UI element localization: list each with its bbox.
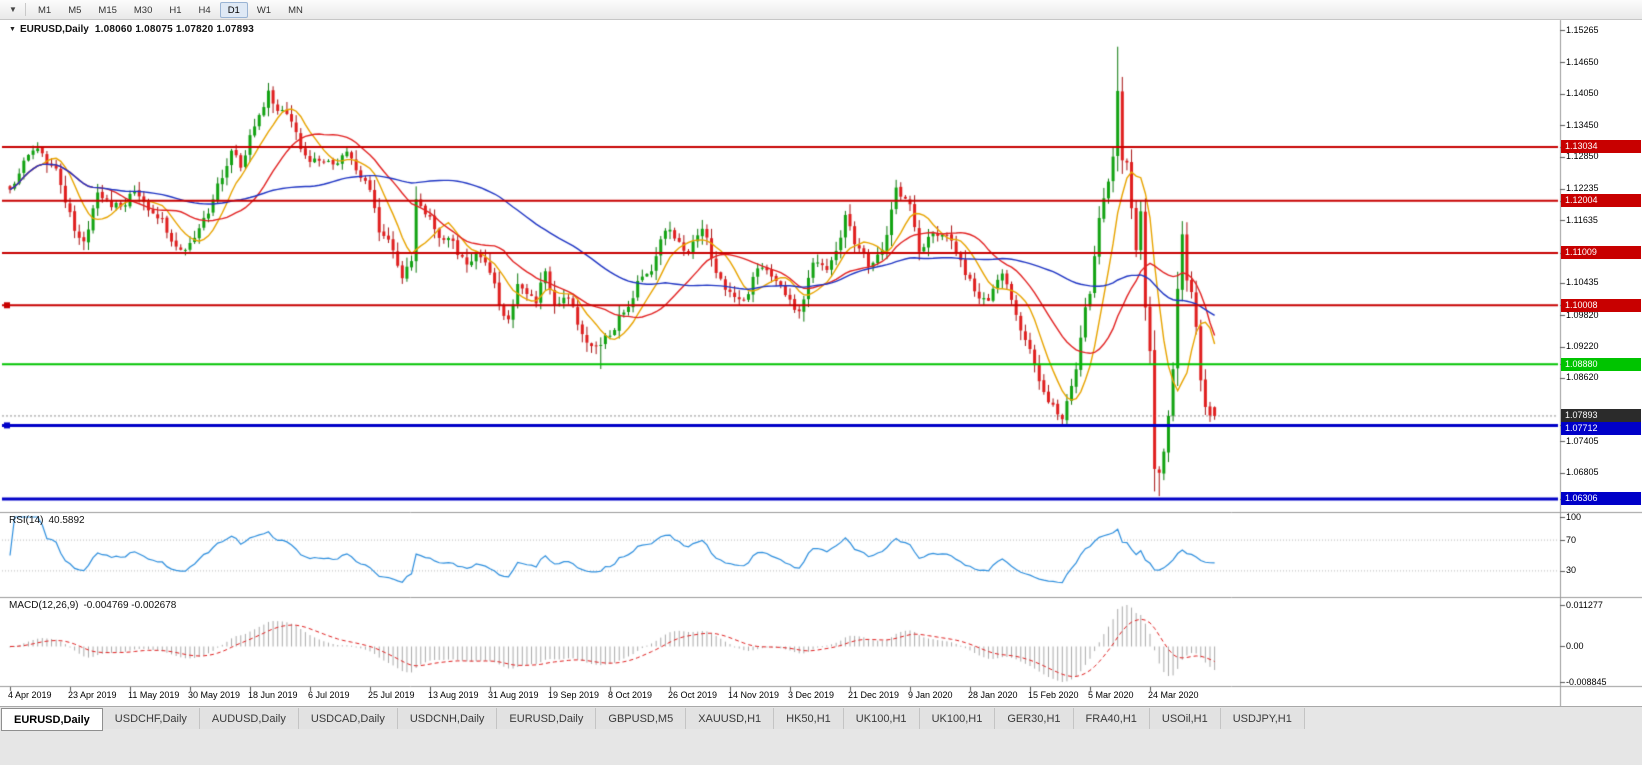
timeframe-toolbar: ▼ M1 M5 M15 M30 H1 H4 D1 W1 MN (0, 0, 1642, 20)
date-label: 6 Jul 2019 (308, 690, 350, 700)
date-label: 5 Mar 2020 (1088, 690, 1134, 700)
timeframe-button-m15[interactable]: M15 (98, 4, 117, 16)
chart-title: ▼ EURUSD,Daily 1.08060 1.08075 1.07820 1.0… (9, 24, 254, 35)
chart-tab-ger30-h1[interactable]: GER30,H1 (995, 708, 1074, 729)
chart-tab-xauusd-h1[interactable]: XAUUSD,H1 (686, 708, 775, 729)
timeframe-button-h1[interactable]: H1 (169, 4, 182, 16)
chart-tab-hk50-h1[interactable]: HK50,H1 (774, 708, 844, 729)
date-label: 9 Jan 2020 (908, 690, 953, 700)
price-tick: 1.06805 (1566, 467, 1599, 478)
timeframe-button-m5[interactable]: M5 (68, 4, 82, 16)
toolbar-separator (25, 3, 26, 16)
chart-tab-eurusd-daily[interactable]: EURUSD,Daily (497, 708, 597, 729)
rsi-axis-label: 70 (1566, 534, 1577, 545)
price-tick: 1.11635 (1566, 214, 1598, 225)
rsi-axis-label: 30 (1566, 565, 1577, 576)
timeframe-button-m30[interactable]: M30 (133, 4, 153, 16)
price-tick: 1.12235 (1566, 183, 1599, 194)
timeframe-buttons: M1 M5 M15 M30 H1 H4 D1 W1 MN (30, 1, 312, 18)
date-axis[interactable]: 4 Apr 2019 23 Apr 2019 11 May 2019 30 May 2… (0, 686, 1560, 706)
rsi-indicator-label: RSI(14) 40.5892 (9, 515, 85, 526)
price-level-badge: 1.11009 (1561, 246, 1641, 260)
price-chart-canvas[interactable] (0, 0, 1642, 706)
chart-tab-eurusd-daily[interactable]: EURUSD,Daily (1, 708, 103, 731)
macd-axis-label: 0.011277 (1566, 599, 1603, 610)
price-level-badge: 1.07712 (1561, 422, 1641, 436)
price-tick: 1.12850 (1566, 151, 1599, 162)
date-label: 18 Jun 2019 (248, 690, 298, 700)
chart-tab-uk100-h1[interactable]: UK100,H1 (843, 708, 920, 729)
date-label: 19 Sep 2019 (548, 690, 600, 700)
date-label: 8 Oct 2019 (608, 690, 653, 700)
macd-axis-label: 0.00 (1566, 640, 1584, 651)
chart-tab-usdchf-daily[interactable]: USDCHF,Daily (102, 708, 200, 729)
date-label: 30 May 2019 (188, 690, 241, 700)
timeframe-button-h4[interactable]: H4 (198, 4, 211, 16)
price-tick: 1.07405 (1566, 435, 1599, 446)
macd-indicator-label: MACD(12,26,9) -0.004769 -0.002678 (9, 600, 176, 611)
chart-dropdown-button[interactable]: ▼ (3, 2, 23, 18)
macd-values: -0.004769 -0.002678 (83, 600, 177, 611)
timeframe-button-m1[interactable]: M1 (38, 4, 52, 16)
date-label: 26 Oct 2019 (668, 690, 718, 700)
price-level-badge: 1.13034 (1561, 140, 1641, 154)
date-label: 24 Mar 2020 (1148, 690, 1199, 700)
chart-tab-uk100-h1[interactable]: UK100,H1 (919, 708, 996, 729)
date-label: 21 Dec 2019 (848, 690, 900, 700)
date-label: 25 Jul 2019 (368, 690, 415, 700)
chart-tab-usoil-h1[interactable]: USOil,H1 (1149, 708, 1221, 729)
price-level-badge: 1.12004 (1561, 194, 1641, 208)
rsi-axis-label: 100 (1566, 511, 1582, 522)
price-level-badge: 1.06306 (1561, 492, 1641, 506)
date-label: 3 Dec 2019 (788, 690, 835, 700)
date-label: 13 Aug 2019 (428, 690, 479, 700)
price-tick: 1.09820 (1566, 309, 1599, 320)
date-label: 31 Aug 2019 (488, 690, 539, 700)
chart-tab-gbpusd-m5[interactable]: GBPUSD,M5 (596, 708, 687, 729)
chevron-down-icon: ▼ (9, 5, 17, 14)
price-tick: 1.15265 (1566, 24, 1599, 35)
date-label: 23 Apr 2019 (68, 690, 117, 700)
chart-tab-usdcnh-daily[interactable]: USDCNH,Daily (397, 708, 498, 729)
status-strip (0, 732, 1642, 765)
date-label: 11 May 2019 (128, 690, 180, 700)
date-label: 14 Nov 2019 (728, 690, 780, 700)
macd-axis-label: -0.008845 (1566, 676, 1607, 687)
rsi-value: 40.5892 (48, 515, 85, 526)
macd-name: MACD(12,26,9) (9, 600, 79, 611)
price-tick: 1.09220 (1566, 341, 1599, 351)
rsi-name: RSI(14) (9, 515, 44, 526)
price-level-badge: 1.10008 (1561, 298, 1641, 312)
chart-tab-audusd-daily[interactable]: AUDUSD,Daily (199, 708, 299, 729)
date-label: 15 Feb 2020 (1028, 690, 1079, 700)
timeframe-button-mn[interactable]: MN (288, 4, 303, 16)
chart-tabs-bar: EURUSD,Daily USDCHF,Daily AUDUSD,Daily USDC… (0, 706, 1642, 732)
date-label: 4 Apr 2019 (8, 690, 52, 700)
bid-price-badge: 1.07893 (1561, 409, 1641, 423)
price-tick: 1.08620 (1566, 372, 1599, 383)
price-scale[interactable]: 1.15265 1.14650 1.14050 1.13450 1.12850 1.122… (1560, 20, 1642, 706)
chart-title-symbol: EURUSD,Daily (19, 24, 89, 35)
chart-title-ohlc: 1.08060 1.08075 1.07820 1.07893 (94, 24, 254, 35)
chart-tab-usdcad-daily[interactable]: USDCAD,Daily (298, 708, 398, 729)
price-level-badge: 1.08880 (1561, 357, 1641, 371)
price-tick: 1.14650 (1566, 56, 1599, 67)
chart-tab-fra40-h1[interactable]: FRA40,H1 (1073, 708, 1150, 729)
chart-tabs: EURUSD,Daily USDCHF,Daily AUDUSD,Daily USDC… (1, 708, 1305, 731)
symbol-marker-icon: ▼ (9, 26, 16, 33)
price-tick: 1.10435 (1566, 277, 1599, 288)
chart-tab-usdjpy-h1[interactable]: USDJPY,H1 (1220, 708, 1305, 729)
date-label: 28 Jan 2020 (968, 690, 1018, 700)
timeframe-button-w1[interactable]: W1 (256, 4, 272, 16)
timeframe-button-d1[interactable]: D1 (219, 1, 248, 18)
price-tick: 1.13450 (1566, 119, 1599, 130)
price-tick: 1.14050 (1566, 88, 1599, 99)
